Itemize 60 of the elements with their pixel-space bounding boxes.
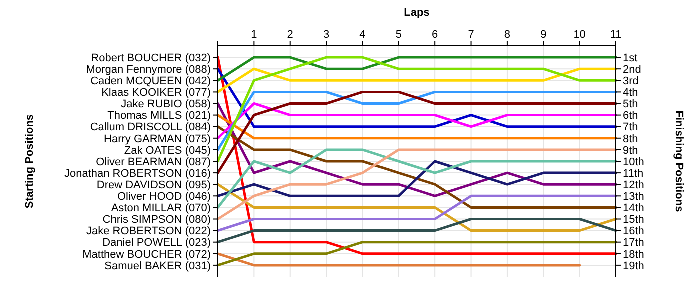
y-tick-label: 14th xyxy=(623,202,644,215)
line-series xyxy=(216,148,618,220)
series-label: Klaas KOOIKER (077) xyxy=(102,87,211,100)
line-series xyxy=(216,183,618,232)
y-tick-label: 6th xyxy=(623,110,638,122)
series-label: Morgan Fennymore (088) xyxy=(86,64,211,76)
series-label: Robert BOUCHER (032) xyxy=(91,52,211,64)
line-series xyxy=(216,126,618,209)
series-label: Callum DRISCOLL (084) xyxy=(90,122,211,134)
line-series xyxy=(216,90,618,174)
y-tick-label: 3rd xyxy=(623,76,639,88)
y-tick-label: 11th xyxy=(623,168,644,180)
y-tick-label: 4th xyxy=(623,87,638,100)
series-label: Aston MILLAR (070) xyxy=(111,202,211,215)
y-tick-label: 7th xyxy=(623,122,638,134)
series-label: Oliver HOOD (046) xyxy=(117,191,211,203)
x-tick-label: 3 xyxy=(323,29,330,41)
x-tick-label: 8 xyxy=(504,29,511,41)
y-tick-label: 13th xyxy=(623,191,644,203)
series-label: Jake RUBIO (058) xyxy=(121,98,211,111)
y-tick-label: 10th xyxy=(623,156,644,168)
y-axis-title: Finishing Positions xyxy=(673,110,685,212)
series-label: Jonathan ROBERTSON (016) xyxy=(64,168,211,180)
series-label: Matthew BOUCHER (072) xyxy=(82,248,211,261)
y-tick-label: 2nd xyxy=(623,64,642,76)
series-label: Jake ROBERTSON (022) xyxy=(86,226,211,238)
y-tick-label: 18th xyxy=(623,248,644,261)
series-label: Harry GARMAN (075) xyxy=(104,133,211,146)
x-tick-label: 9 xyxy=(540,29,547,41)
series-label: Oliver BEARMAN (087) xyxy=(96,156,211,168)
series-label: Zak OATES (045) xyxy=(124,144,211,157)
series-label: Thomas MILLS (021) xyxy=(108,110,211,122)
y-tick-label: 15th xyxy=(623,214,644,226)
series-label: Daniel POWELL (023) xyxy=(102,237,211,250)
series-label: Samuel BAKER (031) xyxy=(104,260,211,272)
y-tick-label: 5th xyxy=(623,98,638,111)
series-label: Chris SIMPSON (080) xyxy=(102,214,211,226)
line-series xyxy=(216,148,618,209)
x-tick-label: 10 xyxy=(574,29,586,41)
x-tick-label: 2 xyxy=(287,29,294,41)
line-series xyxy=(216,56,618,163)
series-label: Caden MCQUEEN (042) xyxy=(90,76,211,88)
y-tick-label: 1st xyxy=(623,52,638,64)
text: Starting Positions xyxy=(24,114,36,209)
y-tick-label: 9th xyxy=(623,144,638,157)
x-tick-label: 5 xyxy=(396,29,402,41)
line-series xyxy=(216,102,618,140)
y-tick-label: 17th xyxy=(623,237,644,250)
x-tick-label: 11 xyxy=(610,29,622,41)
line-series xyxy=(216,160,618,198)
x-tick-label: 6 xyxy=(432,29,438,41)
x-tick-label: 1 xyxy=(251,29,258,41)
y-tick-label: 8th xyxy=(623,133,638,146)
x-tick-label: 4 xyxy=(360,29,366,41)
x-tick-label: 7 xyxy=(468,29,474,41)
y-tick-label: 19th xyxy=(623,260,644,272)
y-tick-label: 12th xyxy=(623,179,644,192)
y-tick-label: 16th xyxy=(623,226,644,238)
series-label: Drew DAVIDSON (095) xyxy=(96,179,211,192)
x-axis-title: Laps xyxy=(404,7,430,19)
